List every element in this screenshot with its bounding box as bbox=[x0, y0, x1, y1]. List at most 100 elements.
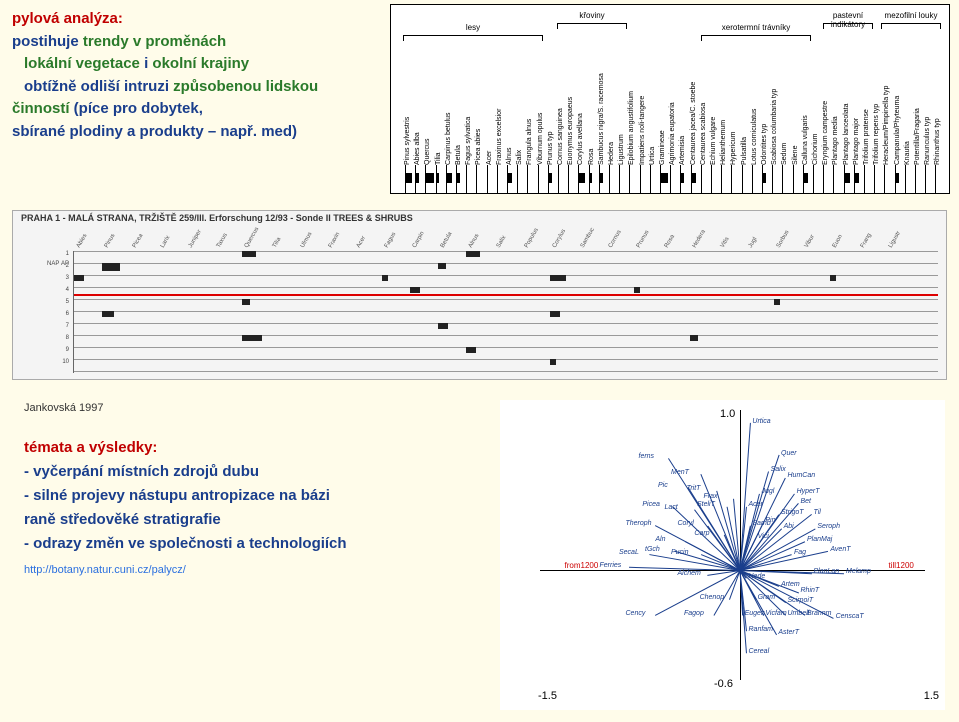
mid-data-block bbox=[466, 347, 476, 353]
ord-vector-label: Chenop bbox=[700, 594, 725, 601]
taxon-label: Ranunculus typ bbox=[924, 55, 931, 165]
column-tick bbox=[711, 165, 712, 193]
ord-vector-label: ferns bbox=[639, 453, 655, 460]
taxon-label: Rhinanthus typ bbox=[934, 55, 941, 165]
mid-left-label: 1 bbox=[66, 251, 69, 257]
source-link[interactable]: http://botany.natur.cuni.cz/palycz/ bbox=[24, 562, 186, 580]
pollen-group-bracket bbox=[557, 23, 627, 29]
mid-row-line bbox=[74, 323, 938, 324]
pollen-bar bbox=[600, 173, 603, 183]
column-tick bbox=[874, 165, 875, 193]
column-tick bbox=[701, 165, 702, 193]
taxon-label: Tilia bbox=[435, 55, 442, 165]
column-tick bbox=[527, 165, 528, 193]
taxon-label: Eryngium campestre bbox=[822, 55, 829, 165]
column-tick bbox=[823, 165, 824, 193]
pollen-group-label: xerotermní trávníky bbox=[701, 23, 811, 32]
pollen-group-labels: lesykřovinyxerotermní trávníkypastevní i… bbox=[391, 5, 949, 53]
column-tick bbox=[782, 165, 783, 193]
mid-left-label: 6 bbox=[66, 311, 69, 317]
ord-vector-label: Abi bbox=[784, 523, 794, 530]
taxon-label: Scabiosa columbaria typ bbox=[771, 55, 778, 165]
mid-row-line bbox=[74, 287, 938, 288]
taxon-label: Epilobium angustifolium bbox=[628, 55, 635, 165]
taxon-label: Viburnum opulus bbox=[537, 55, 544, 165]
column-tick bbox=[497, 165, 498, 193]
taxon-label: Fagus sylvatica bbox=[465, 55, 472, 165]
taxon-label: Betula bbox=[455, 55, 462, 165]
mid-data-block bbox=[74, 275, 84, 281]
column-tick bbox=[466, 165, 467, 193]
ord-vector-label: Coryl bbox=[678, 520, 694, 527]
ord-yt: 1.0 bbox=[720, 408, 735, 420]
mid-data-block bbox=[102, 311, 114, 317]
mid-left-label: 9 bbox=[66, 347, 69, 353]
mid-row-line bbox=[74, 263, 938, 264]
taxon-label: Prunus typ bbox=[547, 55, 554, 165]
results-item: - vyčerpání místních zdrojů dubu bbox=[24, 460, 474, 484]
taxon-label: Campanula/Phyteuma bbox=[894, 55, 901, 165]
mid-data-block bbox=[242, 251, 256, 257]
taxon-label: Calluna vulgaris bbox=[802, 55, 809, 165]
mid-title: PRAHA 1 - MALÁ STRANA, TRŽIŠTĚ 259/III. … bbox=[21, 213, 413, 223]
mid-row-line bbox=[74, 275, 938, 276]
mid-data-block bbox=[102, 263, 120, 271]
ord-point-label: from1200 bbox=[565, 561, 599, 570]
taxon-label: Lotus corniculatus bbox=[751, 55, 758, 165]
mid-row-line bbox=[74, 335, 938, 336]
mid-left-label: 7 bbox=[66, 323, 69, 329]
pollen-bar bbox=[661, 173, 668, 183]
ord-vector-label: HumCan bbox=[788, 472, 816, 479]
column-tick bbox=[609, 165, 610, 193]
ord-vector-label: CenscaT bbox=[836, 613, 864, 620]
ord-point-label: till1200 bbox=[889, 561, 914, 570]
intro-l1a: postihuje bbox=[12, 33, 83, 50]
ordination-plot: UrticafernsMenTPicHumCanSalixQuerTritTFr… bbox=[500, 400, 945, 710]
ord-vector-label: Seroph bbox=[817, 523, 840, 530]
ord-vector-label: RhinT bbox=[801, 587, 820, 594]
intro-l4b: (píce pro dobytek, bbox=[74, 100, 203, 117]
column-tick bbox=[864, 165, 865, 193]
pollen-group-bracket bbox=[403, 35, 543, 41]
pollen-bar bbox=[426, 173, 434, 183]
pollen-taxa-row: Pinus sylvestrisAbies albaQuercusTiliaCa… bbox=[391, 53, 949, 165]
ord-vector-label: Acer bbox=[749, 501, 763, 508]
pollen-bar bbox=[549, 173, 552, 183]
ord-vector-label: SecaL bbox=[619, 549, 639, 556]
mid-data-block bbox=[382, 275, 388, 281]
mid-data-block bbox=[550, 311, 560, 317]
intro-l4a: činností bbox=[12, 100, 74, 117]
taxon-label: Euonymus europaeus bbox=[567, 55, 574, 165]
column-tick bbox=[833, 165, 834, 193]
taxon-label: Potentilla/Fragaria bbox=[914, 55, 921, 165]
taxon-label: Trifolium pratense bbox=[863, 55, 870, 165]
taxon-label: Acer bbox=[486, 55, 493, 165]
mid-left-label: 3 bbox=[66, 275, 69, 281]
taxon-label: Agrimonia eupatoria bbox=[669, 55, 676, 165]
column-tick bbox=[905, 165, 906, 193]
pollen-bar bbox=[579, 173, 585, 183]
ord-vector-label: SteliT bbox=[697, 501, 715, 508]
mid-data-block bbox=[242, 335, 262, 341]
ord-vector-label: Cereal bbox=[749, 648, 770, 655]
taxon-label: Quercus bbox=[424, 55, 431, 165]
taxon-label: Pulsatilla bbox=[741, 55, 748, 165]
column-tick bbox=[925, 165, 926, 193]
mid-red-divider bbox=[74, 294, 938, 296]
taxon-label: Artemisia bbox=[679, 55, 686, 165]
mid-row-line bbox=[74, 371, 938, 372]
ord-vector-label: Bet bbox=[801, 498, 812, 505]
mid-data-block bbox=[550, 275, 566, 281]
intro-l2b: i bbox=[140, 55, 153, 72]
pollen-diagram-header: lesykřovinyxerotermní trávníkypastevní i… bbox=[390, 4, 950, 194]
mid-left-label: 2 bbox=[66, 263, 69, 269]
taxon-label: Silene bbox=[792, 55, 799, 165]
column-tick bbox=[619, 165, 620, 193]
mid-data-block bbox=[466, 251, 480, 257]
mid-left-label: 10 bbox=[62, 359, 69, 365]
results-head: témata a výsledky: bbox=[24, 436, 474, 460]
column-tick bbox=[935, 165, 936, 193]
taxon-label: Impatiens noli-tangere bbox=[639, 55, 646, 165]
ord-vector-label: Urtica bbox=[752, 418, 770, 425]
column-tick bbox=[813, 165, 814, 193]
